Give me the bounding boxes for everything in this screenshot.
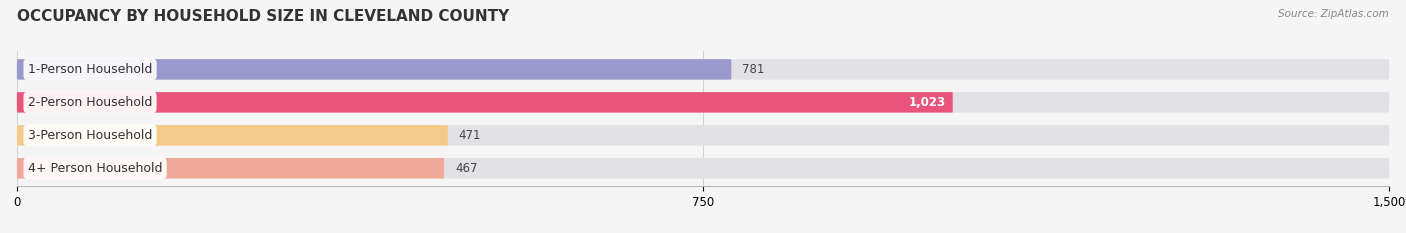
FancyBboxPatch shape xyxy=(17,59,1389,80)
FancyBboxPatch shape xyxy=(17,125,447,146)
Text: 1,023: 1,023 xyxy=(908,96,945,109)
Text: Source: ZipAtlas.com: Source: ZipAtlas.com xyxy=(1278,9,1389,19)
Text: 3-Person Household: 3-Person Household xyxy=(28,129,152,142)
FancyBboxPatch shape xyxy=(17,59,731,80)
Text: 1-Person Household: 1-Person Household xyxy=(28,63,152,76)
Text: OCCUPANCY BY HOUSEHOLD SIZE IN CLEVELAND COUNTY: OCCUPANCY BY HOUSEHOLD SIZE IN CLEVELAND… xyxy=(17,9,509,24)
FancyBboxPatch shape xyxy=(17,92,953,113)
Text: 781: 781 xyxy=(742,63,765,76)
Text: 4+ Person Household: 4+ Person Household xyxy=(28,162,162,175)
FancyBboxPatch shape xyxy=(17,158,444,178)
Text: 471: 471 xyxy=(458,129,481,142)
Text: 2-Person Household: 2-Person Household xyxy=(28,96,152,109)
FancyBboxPatch shape xyxy=(17,92,1389,113)
Text: 467: 467 xyxy=(456,162,478,175)
FancyBboxPatch shape xyxy=(17,158,1389,178)
FancyBboxPatch shape xyxy=(17,125,1389,146)
